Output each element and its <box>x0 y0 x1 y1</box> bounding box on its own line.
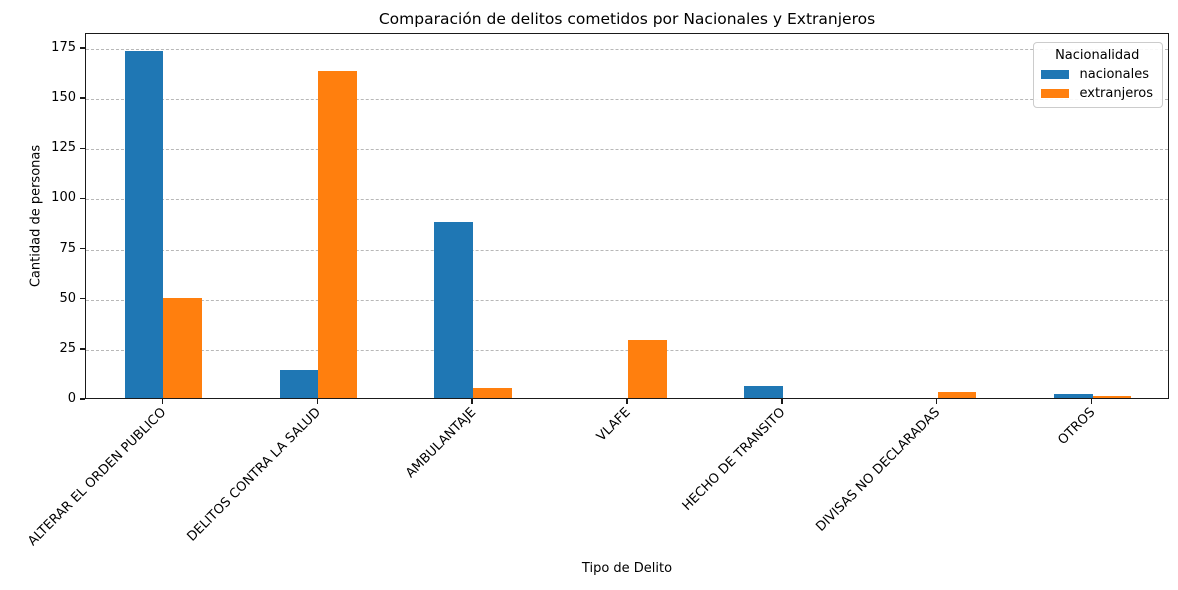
bar-extranjeros-2 <box>473 388 512 398</box>
ytick-mark-125 <box>80 147 85 149</box>
legend-item-nacionales: nacionales <box>1041 67 1153 82</box>
xtick-label-6: OTROS <box>1055 405 1099 448</box>
bar-nacionales-4 <box>744 386 783 398</box>
ytick-label-125: 125 <box>51 140 76 156</box>
bar-extranjeros-6 <box>1092 396 1132 398</box>
xtick-label-4: HECHO DE TRANSITO <box>679 405 789 514</box>
ytick-mark-175 <box>80 47 85 49</box>
ytick-label-0: 0 <box>67 391 76 406</box>
xtick-mark-1 <box>316 399 318 404</box>
ytick-mark-100 <box>80 197 85 200</box>
xtick-label-2: AMBULANTAJE <box>402 405 479 482</box>
xtick-label-0: ALTERAR EL ORDEN PUBLICO <box>25 405 170 550</box>
ytick-mark-0 <box>80 398 85 400</box>
ytick-mark-150 <box>80 97 85 99</box>
chart-title: Comparación de delitos cometidos por Nac… <box>378 10 876 28</box>
bar-extranjeros-0 <box>163 298 203 398</box>
legend: Nacionalidad nacionales extranjeros <box>1033 42 1163 108</box>
xtick-label-1: DELITOS CONTRA LA SALUD <box>184 405 324 545</box>
legend-title: Nacionalidad <box>1055 48 1140 63</box>
ytick-label-100: 100 <box>51 190 76 206</box>
ytick-mark-25 <box>80 348 85 350</box>
x-axis-label: Tipo de Delito <box>581 561 673 576</box>
gridline-100 <box>86 199 1168 201</box>
gridline-125 <box>86 149 1168 151</box>
ytick-label-175: 175 <box>51 40 76 56</box>
xtick-mark-3 <box>626 399 628 404</box>
legend-swatch-nacionales <box>1041 70 1070 79</box>
bar-extranjeros-1 <box>318 70 357 398</box>
ytick-label-25: 25 <box>59 340 76 356</box>
xtick-mark-5 <box>936 399 938 404</box>
legend-label-nacionales: nacionales <box>1079 67 1149 82</box>
ytick-mark-75 <box>80 247 85 250</box>
y-axis-label: Cantidad de personas <box>28 144 44 288</box>
bar-nacionales-1 <box>279 370 319 398</box>
xtick-mark-2 <box>471 399 473 404</box>
gridline-25 <box>86 349 1168 351</box>
xtick-mark-0 <box>161 399 164 404</box>
legend-swatch-extranjeros <box>1041 89 1070 98</box>
bar-nacionales-6 <box>1053 394 1093 398</box>
gridline-75 <box>86 249 1168 251</box>
gridline-150 <box>86 99 1168 101</box>
gridline-175 <box>86 49 1168 51</box>
ytick-label-150: 150 <box>51 90 76 106</box>
ytick-label-50: 50 <box>59 290 76 306</box>
bar-nacionales-0 <box>124 50 164 398</box>
xtick-mark-4 <box>781 399 783 404</box>
xtick-label-5: DIVISAS NO DECLARADAS <box>813 405 944 535</box>
gridline-50 <box>86 299 1168 301</box>
xtick-label-3: VLAFE <box>593 405 634 445</box>
bar-nacionales-2 <box>434 222 474 398</box>
ytick-mark-50 <box>80 298 85 300</box>
plot-area: Nacionalidad nacionales extranjeros <box>85 33 1169 399</box>
legend-item-extranjeros: extranjeros <box>1041 86 1153 101</box>
xtick-mark-6 <box>1090 399 1093 404</box>
bar-extranjeros-5 <box>937 392 977 398</box>
ytick-label-75: 75 <box>59 240 76 256</box>
bar-extranjeros-3 <box>628 340 667 398</box>
legend-items: nacionales extranjeros <box>1041 67 1153 101</box>
legend-label-extranjeros: extranjeros <box>1079 86 1153 101</box>
